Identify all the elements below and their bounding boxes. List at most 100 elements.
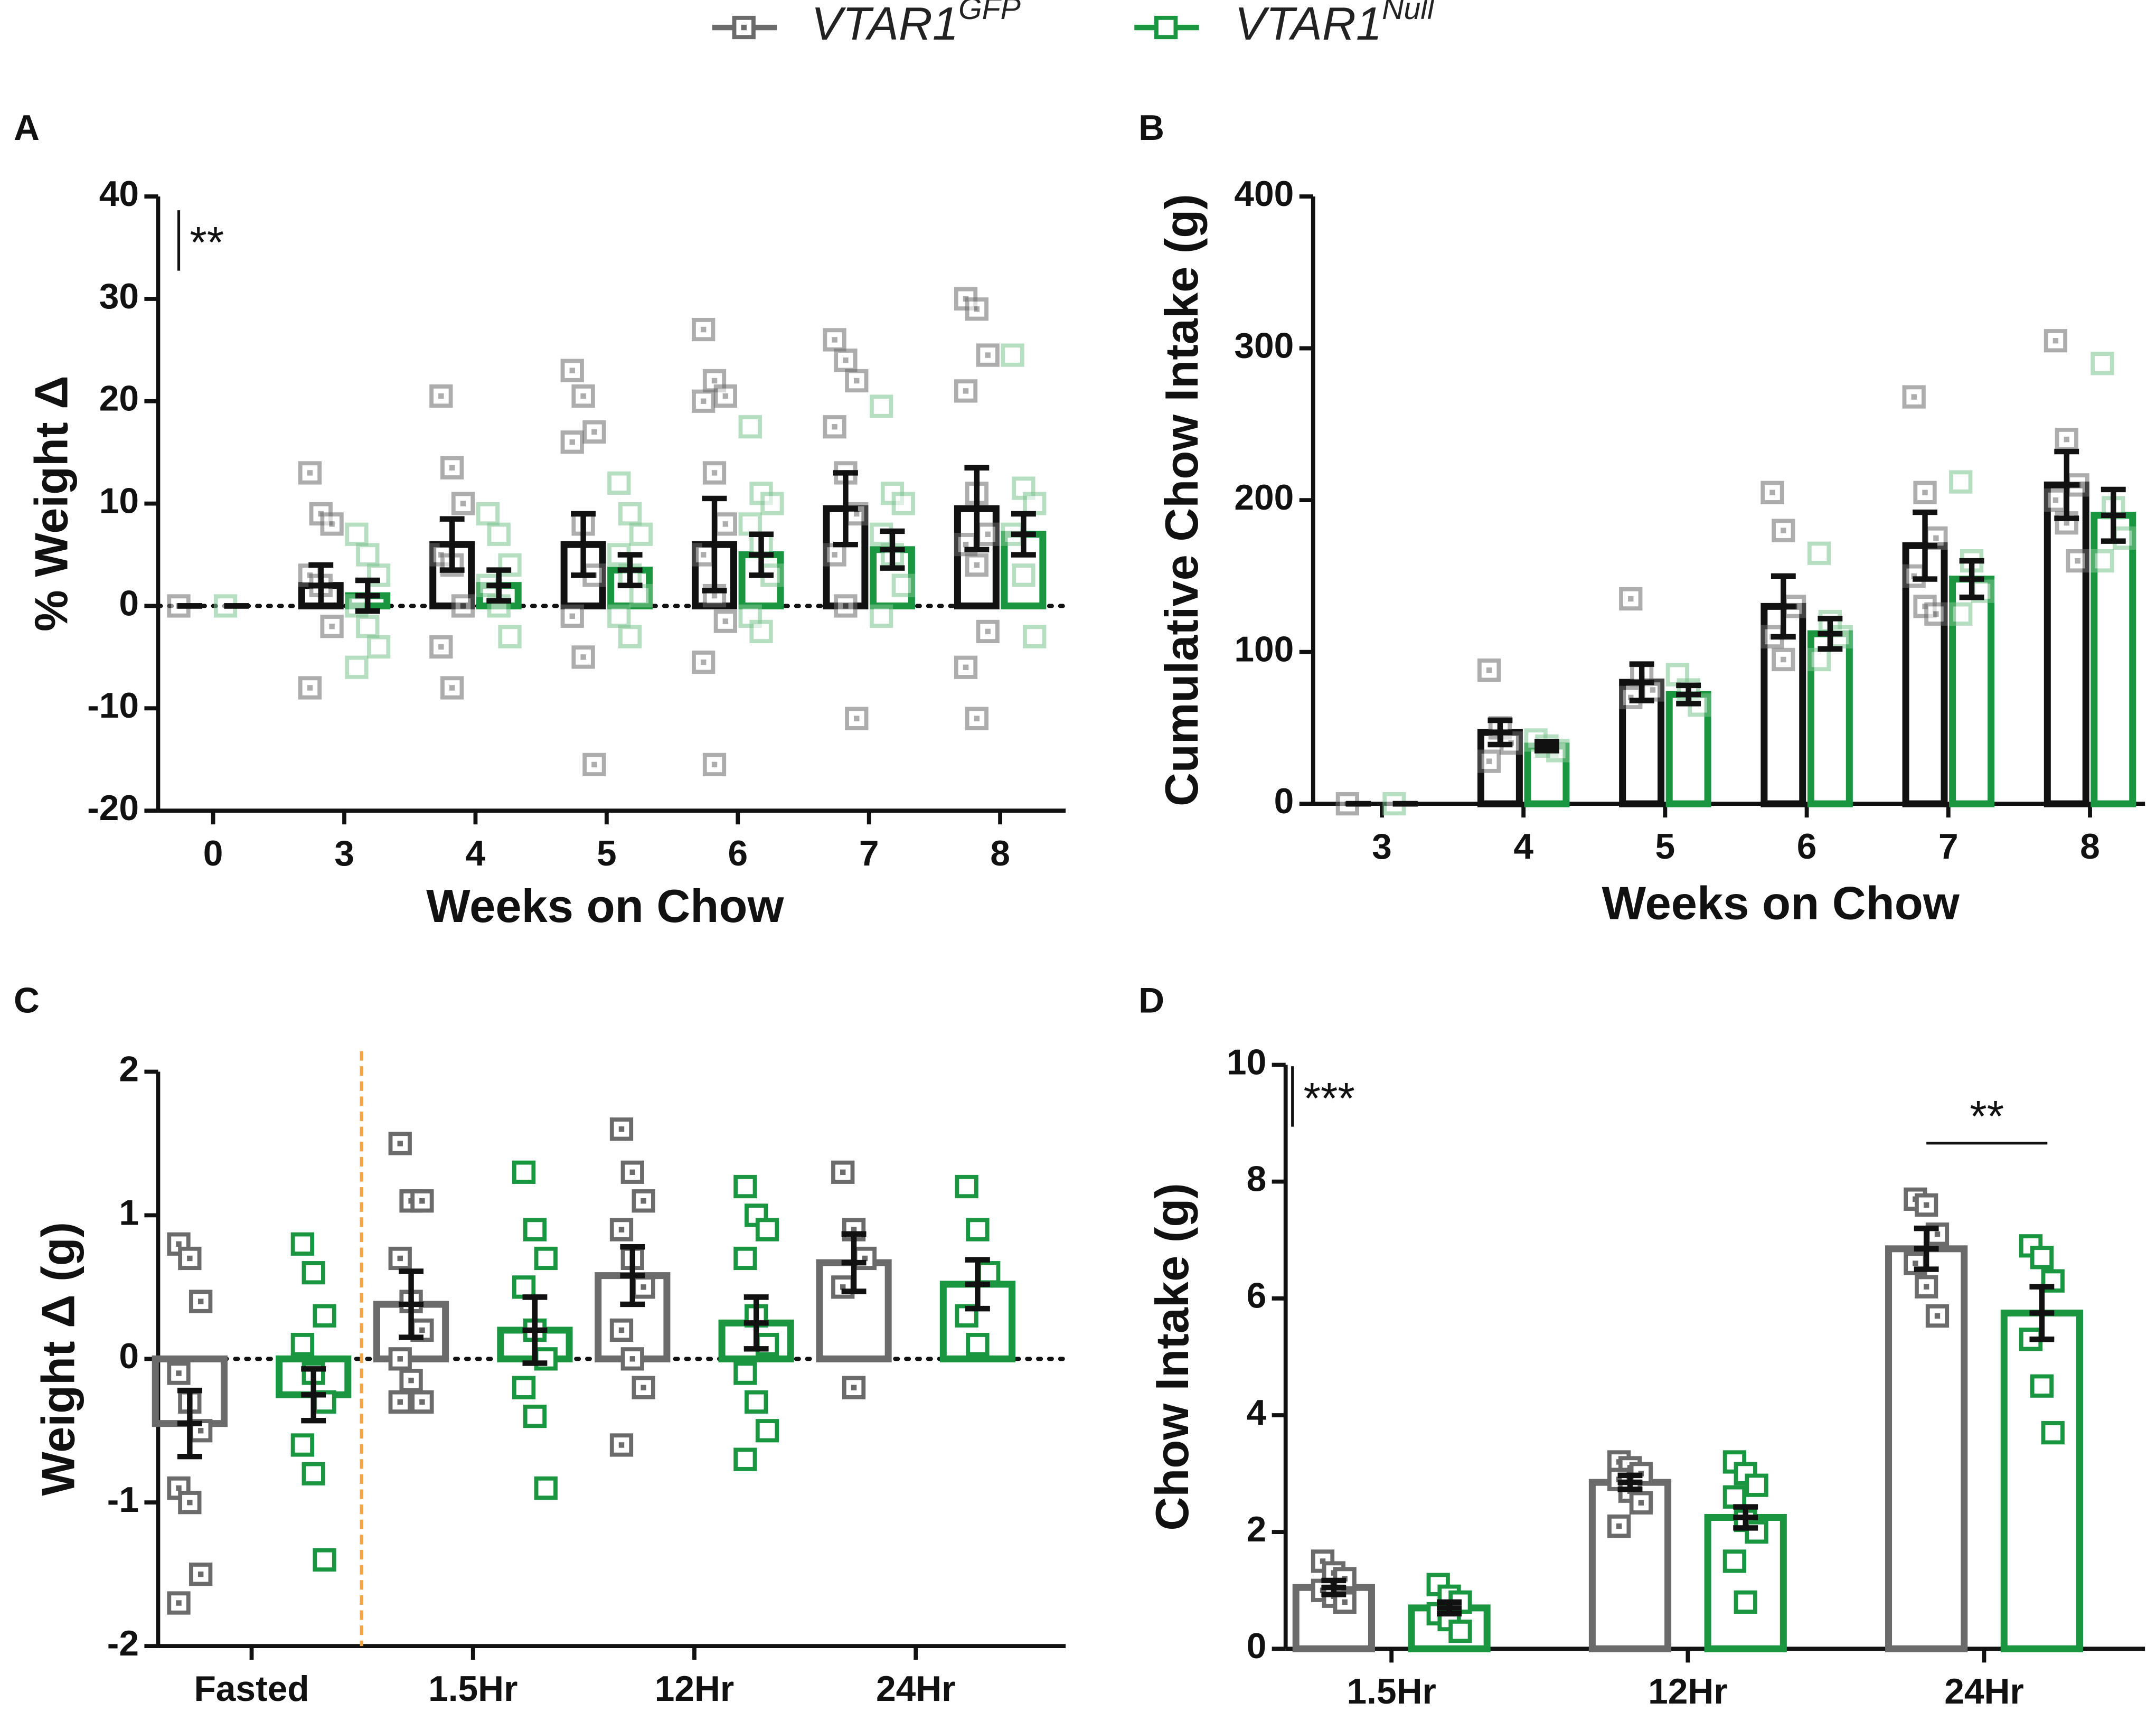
point-marker-inner — [460, 603, 466, 609]
point-marker — [523, 1218, 547, 1241]
data-point — [733, 1174, 757, 1199]
y-tick-label: 200 — [1234, 478, 1294, 518]
point-marker — [302, 1462, 325, 1485]
point-marker — [290, 1332, 315, 1357]
point-marker — [977, 1261, 1001, 1285]
data-point — [607, 471, 631, 495]
point-marker-inner — [187, 1255, 193, 1262]
point-marker-inner — [197, 1428, 204, 1434]
panel-label: C — [14, 981, 40, 1020]
data-point — [966, 1332, 990, 1357]
data-point — [451, 594, 475, 618]
y-axis-label: Chow Intake (g) — [1146, 1183, 1198, 1530]
point-marker — [1807, 647, 1831, 672]
data-point — [1915, 1193, 1938, 1217]
point-marker-inner — [1769, 490, 1775, 495]
data-point — [388, 1246, 412, 1271]
legend: VTAR1GFP VTAR1Null — [712, 0, 1435, 50]
legend-label: VTAR1GFP — [811, 0, 1020, 50]
point-marker-inner — [974, 716, 980, 721]
point-marker — [1629, 1491, 1653, 1515]
point-marker-inner — [722, 393, 729, 399]
data-point — [523, 1218, 547, 1241]
data-point — [571, 384, 595, 408]
data-point — [1722, 1485, 1747, 1509]
point-marker — [1949, 602, 1973, 626]
point-marker — [755, 1419, 779, 1443]
point-marker — [629, 584, 653, 608]
data-point — [976, 522, 1000, 546]
x-tick-label: 3 — [334, 834, 354, 873]
point-marker-inner — [963, 541, 969, 548]
panel-label: A — [14, 108, 40, 148]
data-point — [290, 1332, 315, 1357]
data-point — [692, 389, 715, 413]
point-marker-inner — [569, 368, 575, 373]
point-marker — [512, 1275, 536, 1299]
point-marker — [618, 502, 642, 526]
point-marker — [1722, 1549, 1747, 1573]
point-marker — [498, 625, 522, 648]
data-point — [609, 1218, 634, 1241]
data-point — [290, 1433, 315, 1457]
point-marker — [2112, 526, 2136, 550]
data-point — [1925, 1304, 1950, 1328]
point-marker — [399, 1368, 423, 1393]
data-point — [738, 512, 762, 536]
point-marker — [618, 625, 642, 648]
point-marker-inner — [438, 644, 444, 650]
data-point — [571, 645, 595, 669]
data-point — [429, 384, 453, 408]
point-marker-inner — [591, 429, 597, 435]
point-marker-inner — [419, 1327, 425, 1333]
y-tick-label: 2 — [1247, 1510, 1267, 1549]
data-point — [733, 1361, 757, 1385]
y-axis-label: Cumulative Chow Intake (g) — [1155, 194, 1208, 806]
point-marker-inner — [618, 1227, 625, 1233]
point-marker-inner — [854, 716, 860, 721]
data-point — [976, 343, 1000, 367]
data-point — [618, 502, 642, 526]
data-point — [487, 522, 511, 546]
point-marker — [629, 522, 653, 546]
point-marker-inner — [618, 1126, 625, 1132]
point-marker — [366, 635, 391, 659]
data-point — [976, 619, 1000, 644]
point-marker-inner — [700, 659, 707, 665]
x-tick-label: 7 — [1938, 827, 1959, 867]
legend-marker-inner — [741, 24, 747, 31]
point-marker-inner — [2053, 497, 2059, 503]
data-point — [440, 456, 464, 479]
data-point — [2030, 1246, 2054, 1269]
point-marker-inner — [569, 613, 575, 619]
y-tick-label: 0 — [119, 584, 139, 623]
point-marker — [512, 1160, 536, 1184]
data-point — [745, 1390, 768, 1414]
data-point — [189, 1290, 213, 1313]
point-marker — [1023, 625, 1047, 648]
point-marker-inner — [862, 1255, 868, 1262]
point-marker-inner — [1913, 1261, 1918, 1266]
data-point — [1619, 587, 1643, 611]
data-point — [534, 1476, 558, 1500]
data-point — [1807, 647, 1831, 672]
panel: C -2 -1 0 1 2 Weight Δ (g) Fasted 1.5Hr 12Hr 24Hr — [14, 981, 1068, 1709]
point-marker-inner — [1911, 573, 1917, 579]
data-point — [1807, 541, 1831, 565]
point-marker-inner — [397, 1255, 403, 1262]
point-marker — [440, 676, 464, 700]
point-marker-inner — [1922, 490, 1928, 495]
data-point — [609, 1318, 634, 1342]
data-point — [609, 1117, 634, 1141]
point-marker-inner — [2075, 558, 2080, 564]
point-marker — [692, 317, 715, 342]
data-point — [632, 1376, 655, 1399]
point-marker-inner — [591, 761, 597, 768]
point-marker — [1949, 470, 1973, 494]
point-marker-inner — [629, 1356, 636, 1362]
data-point — [582, 420, 606, 444]
point-marker — [965, 553, 988, 577]
data-point — [388, 1132, 412, 1155]
bar — [2000, 1309, 2083, 1652]
point-marker-inner — [963, 388, 969, 394]
